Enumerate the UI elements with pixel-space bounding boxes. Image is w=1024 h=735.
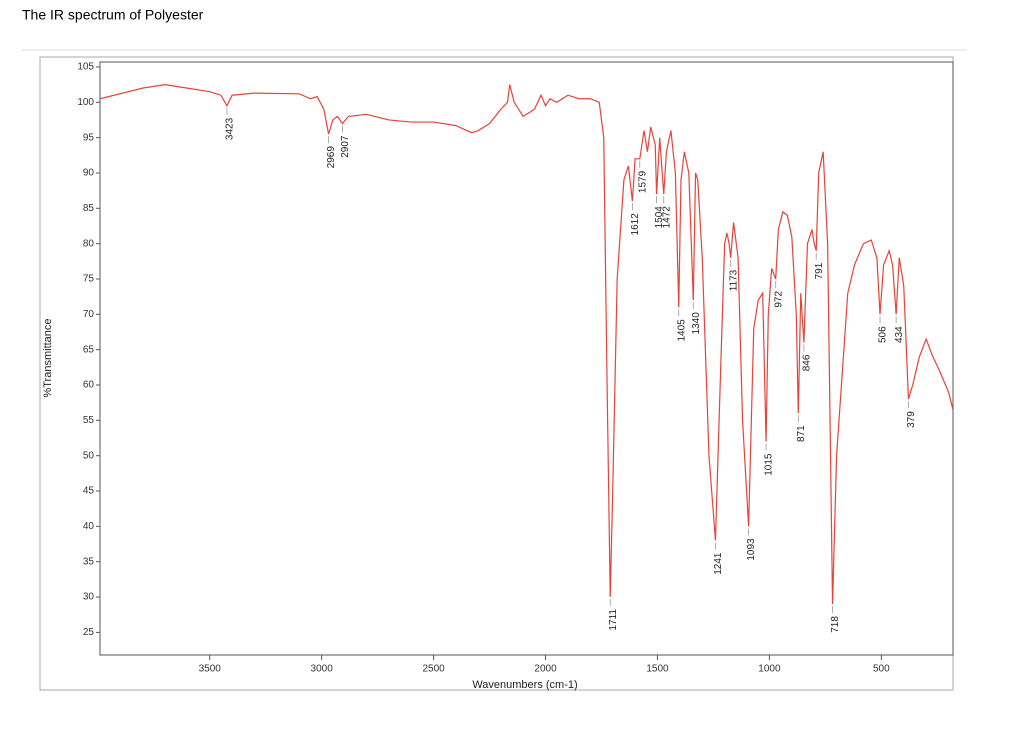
peak-label: 972 (773, 291, 784, 308)
x-axis-title: Wavenumbers (cm-1) (472, 679, 577, 691)
y-tick-label: 105 (77, 62, 94, 73)
peak-label: 1711 (608, 609, 619, 631)
y-axis-title: %Transmittance (42, 318, 54, 397)
y-tick-label: 80 (83, 238, 95, 249)
peak-label: 1340 (691, 312, 702, 335)
peak-label: 871 (796, 425, 807, 442)
x-tick-label: 2500 (422, 664, 445, 675)
y-tick-label: 55 (83, 415, 95, 426)
peak-label: 3423 (225, 117, 236, 140)
peak-label: 2907 (340, 135, 351, 158)
y-tick-label: 90 (83, 168, 95, 179)
peak-label: 791 (814, 262, 825, 279)
x-tick-label: 500 (873, 664, 890, 675)
peak-label: 718 (830, 616, 841, 633)
peak-label: 434 (894, 326, 905, 343)
peak-label: 1173 (728, 269, 739, 291)
peak-label: 1612 (630, 213, 641, 236)
peak-label: 846 (802, 354, 813, 371)
y-tick-label: 60 (83, 380, 95, 391)
y-tick-label: 40 (83, 521, 95, 532)
y-tick-label: 95 (83, 132, 95, 143)
y-tick-label: 85 (83, 203, 95, 214)
peak-label: 1241 (713, 552, 724, 575)
x-tick-label: 3500 (199, 664, 222, 675)
frame (39, 56, 954, 691)
y-tick-label: 30 (83, 592, 95, 603)
peak-label: 379 (906, 411, 917, 428)
peak-label: 1015 (764, 453, 775, 476)
y-tick-label: 50 (83, 450, 95, 461)
y-tick-label: 35 (83, 556, 95, 567)
y-tick-label: 65 (83, 344, 95, 355)
peak-label: 1405 (676, 319, 687, 342)
y-tick-label: 70 (83, 309, 95, 320)
y-tick-label: 45 (83, 486, 95, 497)
peak-label: 506 (878, 326, 889, 343)
x-tick-label: 1500 (646, 664, 669, 675)
peak-label: 1579 (637, 170, 648, 193)
x-tick-label: 3000 (311, 664, 334, 675)
peak-label: 1093 (746, 538, 757, 561)
peak-label: 2969 (326, 146, 337, 169)
y-tick-label: 100 (77, 97, 94, 108)
peak-label: 1472 (661, 206, 672, 229)
x-tick-label: 2000 (534, 664, 557, 675)
x-tick-label: 1000 (758, 664, 781, 675)
spectrum-line (99, 84, 954, 605)
chart-title: The IR spectrum of Polyester (22, 7, 204, 23)
plot-area (99, 61, 954, 656)
y-tick-label: 25 (83, 627, 95, 638)
peak-label: 1504 (654, 206, 665, 229)
y-tick-label: 75 (83, 274, 95, 285)
